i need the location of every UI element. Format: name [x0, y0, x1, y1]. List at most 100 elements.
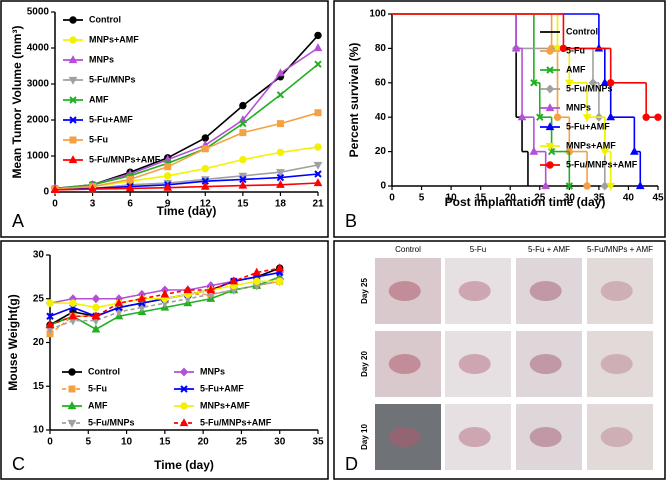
data-point [588, 78, 598, 88]
x-tick-label: 15 [237, 199, 249, 210]
y-axis-label: Mouse Weight(g) [6, 294, 20, 390]
data-point [600, 181, 609, 191]
data-point [239, 155, 247, 164]
y-tick-label: 3000 [27, 79, 50, 90]
data-point [200, 181, 210, 190]
legend-marker [179, 367, 189, 377]
data-point [164, 163, 172, 171]
x-tick-label: 30 [274, 437, 286, 448]
data-point [642, 113, 650, 121]
data-point [253, 277, 261, 285]
data-point [114, 308, 124, 317]
legend-label: MNPs [89, 54, 114, 64]
x-tick-label: 35 [312, 437, 324, 448]
data-point [201, 145, 209, 153]
photo-detail [458, 281, 491, 301]
x-tick-label: 25 [534, 193, 546, 204]
legend-marker [67, 401, 77, 410]
data-point [583, 182, 591, 190]
x-tick-label: 30 [564, 193, 576, 204]
legend-marker [69, 116, 77, 124]
y-tick-label: 80 [375, 43, 387, 54]
column-label: 5-Fu + AMF [528, 245, 570, 254]
data-point [654, 113, 662, 121]
legend-label: Control [89, 14, 121, 24]
legend-marker [67, 419, 77, 428]
legend-marker [68, 55, 78, 64]
panel-label: D [345, 454, 358, 474]
legend-label: 5-Fu/MNPs+AMF [200, 417, 272, 427]
series-line [49, 280, 280, 331]
y-axis-label: Percent survival (%) [347, 43, 361, 158]
data-point [163, 182, 173, 191]
data-point [600, 148, 610, 157]
legend-marker [545, 103, 555, 112]
y-tick-label: 5000 [27, 7, 50, 18]
data-point [564, 79, 574, 88]
legend-label: MNPs+AMF [89, 34, 139, 44]
y-tick-label: 2000 [27, 115, 50, 126]
panel-label: A [12, 211, 24, 231]
column-label: 5-Fu/MNPs + AMF [587, 245, 653, 254]
data-point [276, 148, 285, 157]
y-tick-label: 0 [380, 181, 386, 192]
data-point [600, 77, 610, 86]
series-line [54, 182, 319, 191]
x-tick-label: 10 [121, 437, 133, 448]
column-label: 5-Fu [470, 245, 486, 254]
data-point [50, 184, 60, 193]
legend-label: AMF [89, 94, 109, 104]
photo-detail [600, 427, 633, 447]
data-point [553, 113, 562, 121]
data-point [606, 112, 616, 121]
data-point [92, 303, 100, 312]
legend-label: AMF [566, 64, 586, 74]
legend-label: 5-Fu+AMF [566, 121, 610, 131]
y-tick-label: 30 [33, 250, 45, 261]
legend-label: 5-Fu/MNPs [566, 83, 613, 93]
legend-marker [546, 47, 554, 55]
data-point [91, 311, 101, 320]
photo-detail [388, 354, 421, 374]
data-point [137, 293, 147, 302]
data-point [511, 43, 521, 52]
legend-marker [68, 368, 76, 376]
y-tick-label: 1000 [27, 151, 50, 162]
data-point [229, 276, 239, 285]
data-point [239, 119, 247, 128]
legend-marker [545, 84, 555, 94]
data-point [529, 146, 539, 155]
x-tick-label: 18 [275, 199, 287, 210]
data-point [69, 299, 77, 307]
data-point [91, 324, 101, 333]
legend-marker [546, 66, 554, 74]
data-point [314, 60, 322, 68]
x-tick-label: 6 [127, 199, 133, 210]
data-point [183, 285, 193, 294]
photo-detail [529, 281, 562, 301]
y-tick-label: 25 [33, 293, 45, 304]
y-tick-label: 4000 [27, 43, 50, 54]
data-point [630, 146, 639, 155]
data-point [275, 263, 285, 272]
data-point [276, 120, 284, 128]
y-tick-label: 0 [43, 187, 49, 198]
y-tick-label: 60 [375, 77, 387, 88]
legend-label: MNPs+AMF [566, 140, 616, 150]
data-point [276, 173, 285, 182]
x-tick-label: 9 [165, 199, 171, 210]
x-tick-label: 0 [47, 437, 53, 448]
legend-marker [545, 142, 555, 151]
photo-detail [529, 354, 562, 374]
x-tick-label: 35 [593, 193, 605, 204]
row-label: Day 20 [360, 351, 369, 377]
data-point [313, 178, 323, 187]
legend-marker [68, 385, 76, 393]
photo-detail [388, 281, 421, 301]
series-line [54, 112, 319, 190]
legend-label: 5-Fu/MNPs [89, 74, 136, 84]
data-point [276, 91, 285, 99]
data-point [68, 311, 78, 320]
data-point [276, 68, 285, 77]
photo-detail [529, 427, 562, 447]
